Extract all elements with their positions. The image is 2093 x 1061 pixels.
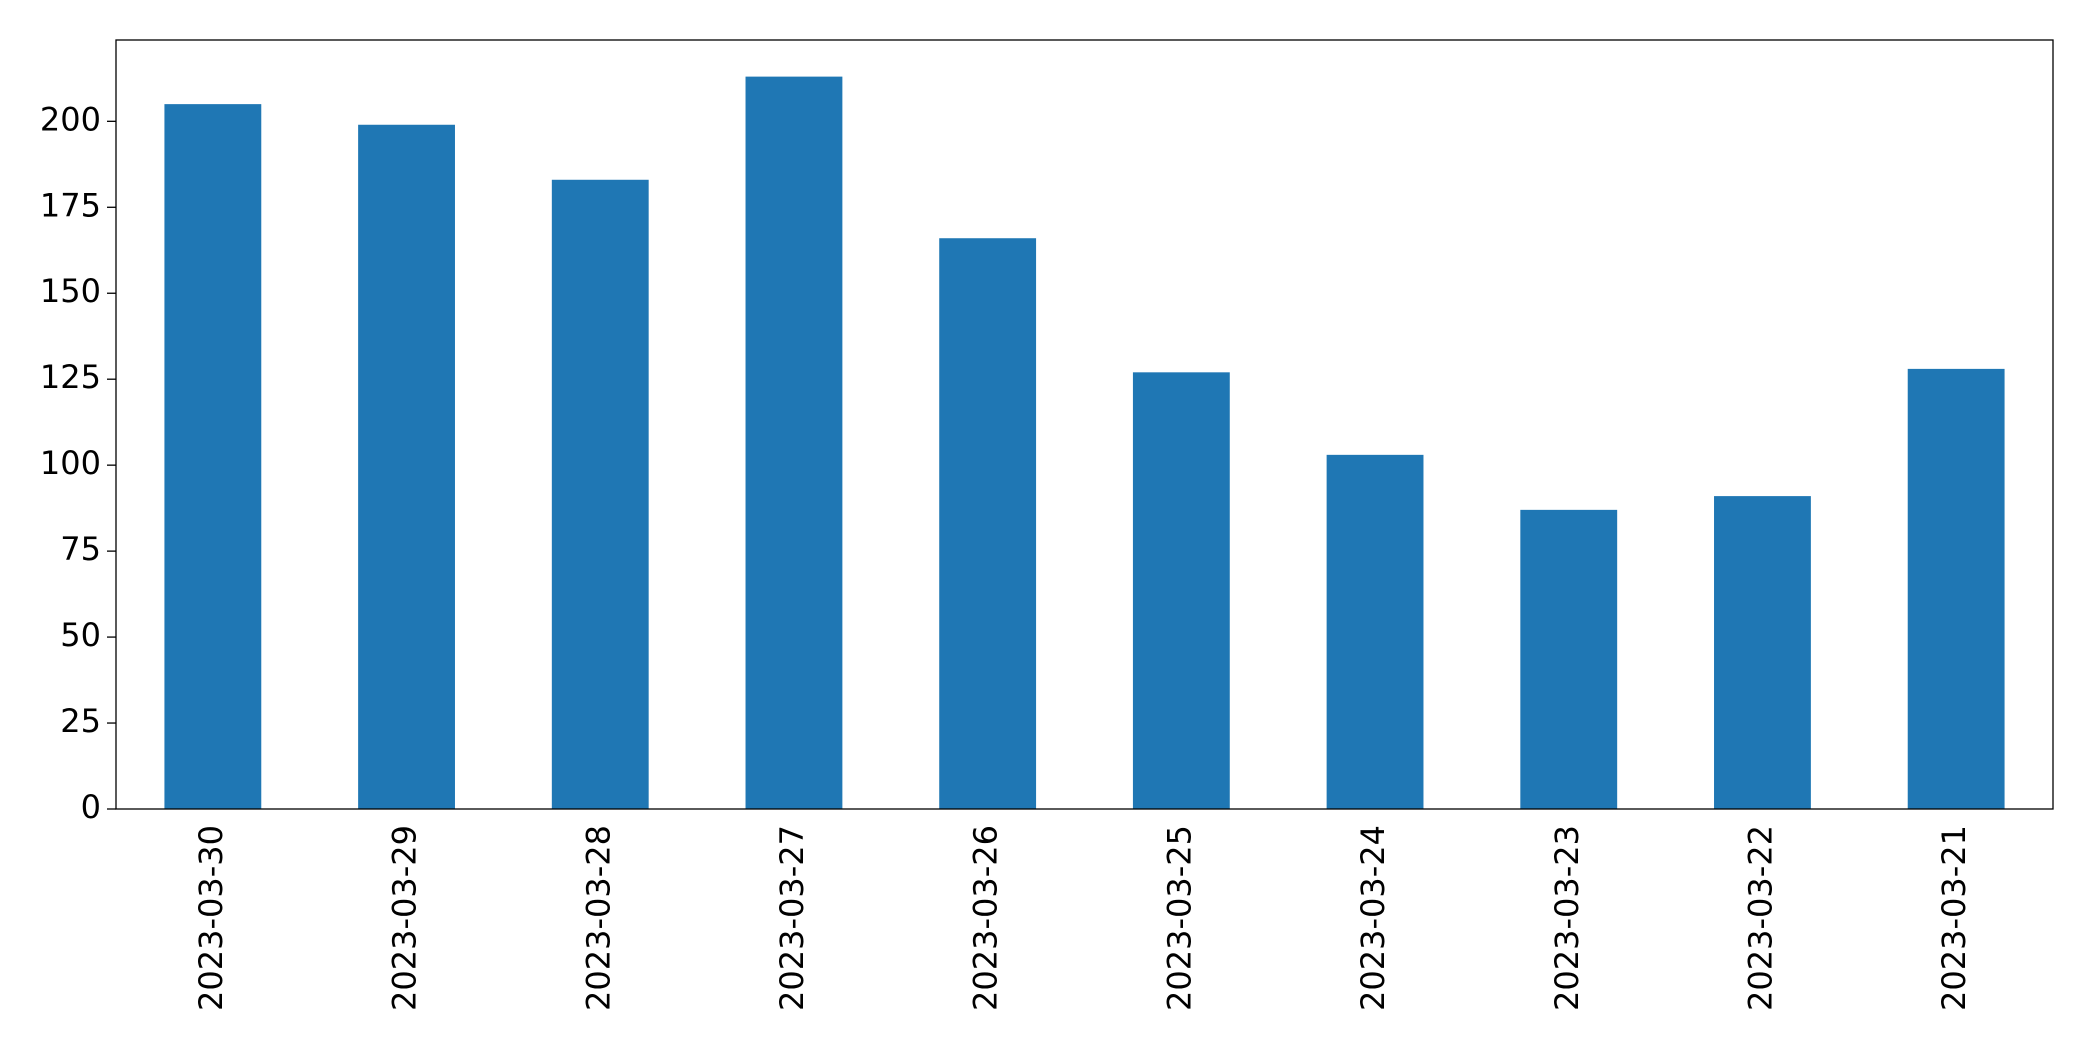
bar (1326, 454, 1424, 809)
x-tick-label: 2023-03-22 (1741, 825, 1779, 1011)
bar (939, 238, 1037, 809)
x-tick-label: 2023-03-26 (967, 825, 1005, 1011)
y-tick-label: 100 (40, 444, 101, 482)
y-tick-label: 175 (40, 186, 101, 224)
x-tick-label: 2023-03-23 (1548, 825, 1586, 1011)
x-tick-label: 2023-03-27 (773, 825, 811, 1011)
bar (551, 179, 649, 809)
axes-frame (115, 39, 2054, 810)
y-tick-label: 25 (60, 702, 101, 740)
x-tick-label: 2023-03-28 (579, 825, 617, 1011)
x-tick-label: 2023-03-25 (1160, 825, 1198, 1011)
bar (1132, 372, 1230, 809)
x-tick-label: 2023-03-24 (1354, 825, 1392, 1011)
bar (358, 124, 455, 809)
y-tick-label: 200 (40, 100, 101, 138)
y-tick-label: 125 (40, 358, 101, 396)
bar (745, 76, 843, 810)
x-tick-label: 2023-03-29 (386, 825, 424, 1011)
y-tick-label: 75 (60, 530, 101, 568)
x-tick-label: 2023-03-21 (1935, 825, 1973, 1011)
bar (164, 104, 262, 809)
y-tick-label: 150 (40, 272, 101, 310)
bar (1520, 509, 1618, 809)
bar (1714, 496, 1811, 809)
bar (1907, 368, 2005, 809)
x-tick-label: 2023-03-30 (192, 825, 230, 1011)
y-tick-label: 50 (60, 616, 101, 654)
y-tick-label: 0 (81, 788, 101, 826)
